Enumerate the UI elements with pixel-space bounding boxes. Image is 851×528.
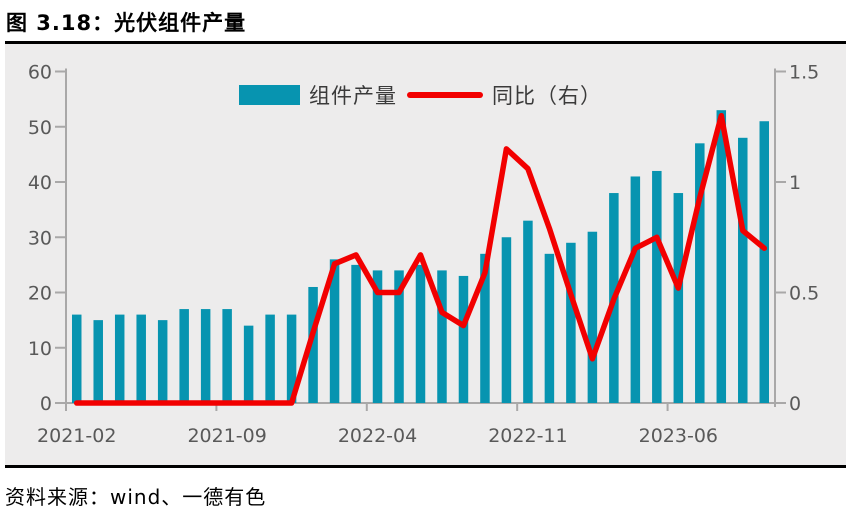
svg-text:10: 10 <box>28 338 52 360</box>
bar <box>265 314 275 403</box>
bar <box>738 137 748 404</box>
svg-text:40: 40 <box>28 172 52 194</box>
bar <box>523 220 533 403</box>
line-series <box>73 112 768 406</box>
bar <box>71 314 82 403</box>
svg-text:50: 50 <box>28 117 52 139</box>
bar-legend-label: 组件产量 <box>309 84 397 108</box>
right-axis-ticks: 0 0.5 1 1.5 <box>775 62 819 415</box>
svg-text:0: 0 <box>789 393 801 415</box>
bar <box>286 314 297 403</box>
bar <box>329 259 340 403</box>
bar <box>587 231 598 403</box>
source-note: 资料来源：wind、一德有色 <box>5 485 267 509</box>
bar <box>695 143 705 403</box>
line-legend-swatch <box>407 92 483 98</box>
bar <box>652 170 662 403</box>
svg-text:1: 1 <box>789 172 801 194</box>
svg-text:2022-04: 2022-04 <box>338 425 417 447</box>
bars-group <box>71 110 770 404</box>
bar <box>394 270 404 403</box>
bar <box>114 314 125 403</box>
top-divider <box>5 41 846 44</box>
bar <box>759 121 770 403</box>
bar <box>716 110 727 404</box>
chart-canvas: 0 10 20 30 40 50 60 0 0.5 1 1.5 2021-02 2021-09 2022-… <box>28 62 819 448</box>
x-axis-ticks: 2021-02 2021-09 2022-04 2022-11 2023-06 <box>37 403 718 447</box>
svg-text:0: 0 <box>40 393 52 415</box>
bar <box>458 275 469 403</box>
bar <box>501 237 512 403</box>
svg-text:2023-06: 2023-06 <box>639 425 718 447</box>
bar <box>351 264 361 404</box>
bar <box>566 242 576 403</box>
svg-text:2021-09: 2021-09 <box>187 425 266 447</box>
bar <box>480 253 490 403</box>
line-legend-label: 同比（右） <box>492 84 602 108</box>
bar <box>372 270 383 403</box>
svg-text:20: 20 <box>28 283 52 305</box>
svg-text:2021-02: 2021-02 <box>37 425 116 447</box>
bar <box>544 253 555 403</box>
bar <box>673 193 684 403</box>
bar <box>136 314 146 403</box>
bar <box>179 309 189 403</box>
legend-item-bars: 组件产量 <box>239 80 397 110</box>
bar <box>437 270 447 403</box>
chart-title: 图 3.18：光伏组件产量 <box>6 11 247 35</box>
svg-text:1.5: 1.5 <box>789 62 819 84</box>
legend: 组件产量 同比（右） <box>66 80 775 110</box>
bar <box>415 264 426 404</box>
bottom-divider <box>5 465 846 468</box>
bar-legend-swatch <box>239 85 300 105</box>
bar <box>243 325 254 403</box>
bar <box>93 320 103 404</box>
svg-text:60: 60 <box>28 62 52 84</box>
bar <box>200 309 211 403</box>
bar <box>630 176 641 403</box>
bar <box>222 309 232 403</box>
bar <box>308 286 318 403</box>
svg-text:2022-11: 2022-11 <box>488 425 567 447</box>
chart-panel: 0 10 20 30 40 50 60 0 0.5 1 1.5 2021-02 2021-09 2022-… <box>5 44 846 465</box>
svg-text:30: 30 <box>28 227 52 249</box>
left-axis-ticks: 0 10 20 30 40 50 60 <box>28 62 66 415</box>
svg-text:0.5: 0.5 <box>789 283 819 305</box>
bar <box>157 320 168 404</box>
legend-item-line: 同比（右） <box>407 80 602 110</box>
